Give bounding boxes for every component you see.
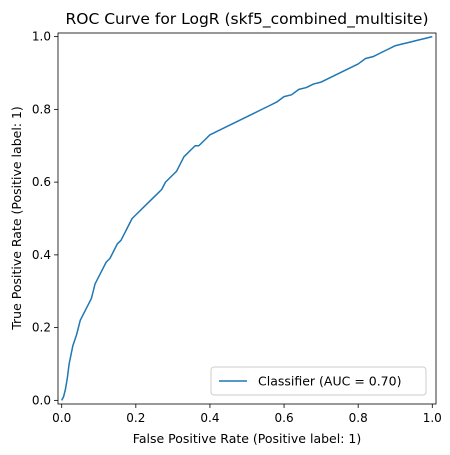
x-tick-label-1: 0.2 <box>126 411 145 425</box>
x-tick-label-2: 0.4 <box>200 411 219 425</box>
y-tick-label-1: 0.2 <box>32 321 51 335</box>
y-tick-label-5: 1.0 <box>32 30 51 44</box>
legend-box <box>210 366 427 396</box>
x-tick-label-5: 1.0 <box>423 411 442 425</box>
y-tick-label-2: 0.4 <box>32 248 51 262</box>
legend: Classifier (AUC = 0.70) <box>210 366 427 396</box>
plot-frame <box>57 32 437 405</box>
x-tick-label-0: 0.0 <box>52 411 71 425</box>
x-axis-label: False Positive Rate (Positive label: 1) <box>133 431 361 446</box>
x-axis-ticks: 0.0 0.2 0.4 0.6 0.8 1.0 <box>52 404 442 425</box>
y-axis-ticks: 0.0 0.2 0.4 0.6 0.8 1.0 <box>32 30 58 407</box>
y-tick-label-0: 0.0 <box>32 393 51 407</box>
chart-title: ROC Curve for LogR (skf5_combined_multis… <box>65 10 428 29</box>
plot-area <box>57 32 437 405</box>
y-tick-label-3: 0.6 <box>32 175 51 189</box>
x-tick-label-3: 0.6 <box>275 411 294 425</box>
roc-curve-line-0 <box>61 35 433 401</box>
y-tick-label-4: 0.8 <box>32 102 51 116</box>
y-axis-label: True Positive Rate (Positive label: 1) <box>9 106 24 331</box>
x-tick-label-4: 0.8 <box>349 411 368 425</box>
legend-label: Classifier (AUC = 0.70) <box>258 374 401 389</box>
